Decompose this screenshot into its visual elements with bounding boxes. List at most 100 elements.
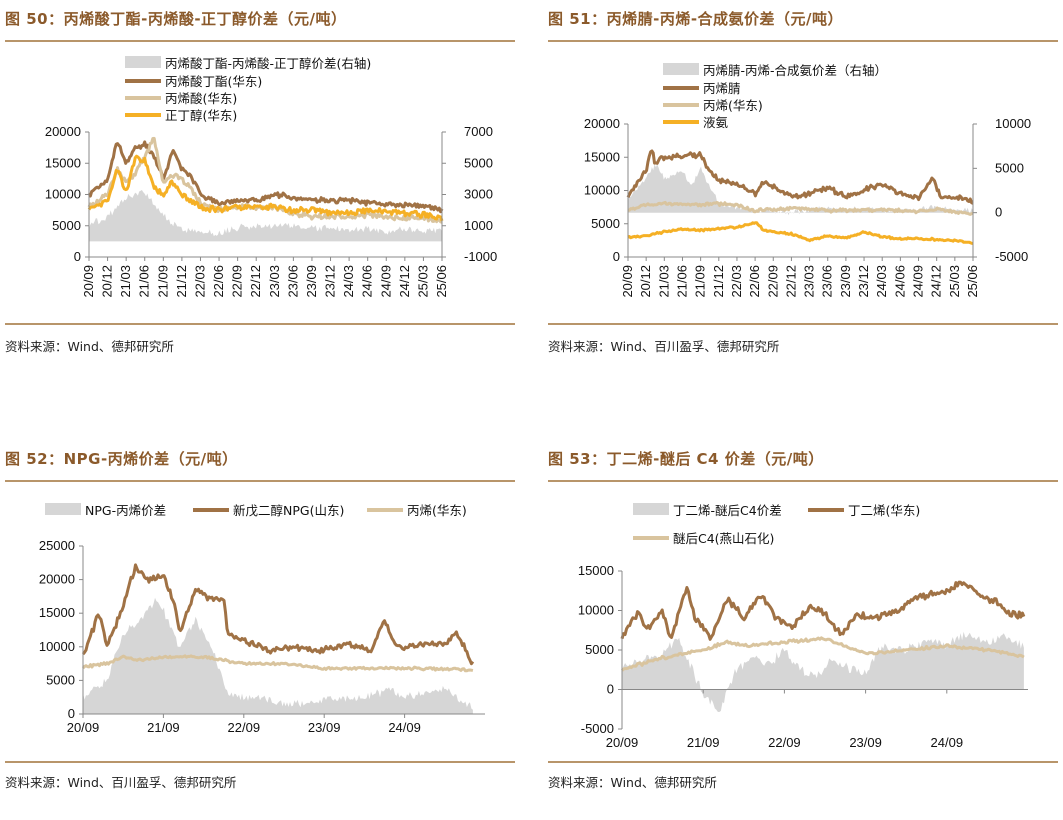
series-line	[81, 654, 474, 673]
x-tick-label: 20/09	[606, 735, 639, 750]
x-tick-label: 23/12	[856, 265, 871, 298]
x-tick-label: 22/09	[230, 265, 245, 298]
y-tick-label: 5000	[585, 642, 614, 657]
series-line	[626, 149, 974, 205]
y-tick-label: 10000	[39, 639, 75, 654]
panel-fig52: 图 52：NPG-丙烯价差（元/吨） 0 5000 10000 15000 20000 2…	[5, 440, 515, 820]
y-tick-label: 5000	[46, 672, 75, 687]
x-tick-label: 20/09	[81, 265, 96, 298]
x-tick-label: 21/03	[118, 265, 133, 298]
divider	[548, 40, 1058, 42]
x-tick-label: 21/12	[711, 265, 726, 298]
y-tick-label: 10000	[584, 183, 620, 198]
y-right-tick-label: 0	[995, 205, 1002, 220]
x-tick-label: 24/03	[874, 265, 889, 298]
x-tick-label: 22/12	[248, 265, 263, 298]
figure-title: 图 52：NPG-丙烯价差（元/吨）	[5, 450, 238, 468]
x-tick-label: 22/09	[765, 265, 780, 298]
series-line	[620, 636, 1025, 672]
figure-title: 图 50：丙烯酸丁酯-丙烯酸-正丁醇价差（元/吨）	[5, 10, 347, 28]
y-right-tick-label: 7000	[464, 124, 493, 139]
figure-title: 图 53：丁二烯-醚后 C4 价差（元/吨）	[548, 450, 824, 468]
source-note: 资料来源：Wind、百川盈孚、德邦研究所	[5, 775, 237, 790]
chart-fig51: 0 5000 10000 15000 20000 -5000 0 5000 10000 20/09…	[584, 63, 1031, 298]
divider	[5, 761, 515, 763]
series-line	[81, 563, 475, 666]
x-tick-label: 21/12	[174, 265, 189, 298]
divider	[5, 480, 515, 482]
y-right-tick-label: 5000	[995, 160, 1024, 175]
x-tick-label: 24/03	[341, 265, 356, 298]
y-tick-label: 5000	[52, 218, 81, 233]
series-line	[87, 140, 444, 214]
y-right-tick-label: -5000	[995, 249, 1028, 264]
x-tick-label: 23/03	[267, 265, 282, 298]
source-note: 资料来源：Wind、德邦研究所	[548, 775, 717, 790]
y-tick-label: 15000	[39, 605, 75, 620]
x-tick-label: 20/12	[100, 265, 115, 298]
legend-label: 丙烯(华东)	[407, 503, 467, 518]
y-tick-label: 5000	[591, 216, 620, 231]
y-right-tick-label: 3000	[464, 187, 493, 202]
x-tick-label: 23/09	[849, 735, 882, 750]
x-tick-label: 24/09	[388, 720, 421, 735]
x-tick-label: 20/12	[638, 265, 653, 298]
figure-title: 图 51：丙烯腈-丙烯-合成氨价差（元/吨）	[548, 10, 844, 28]
y-tick-label: 0	[607, 682, 614, 697]
x-tick-label: 22/09	[768, 735, 801, 750]
legend-label: 新戊二醇NPG(山东)	[233, 503, 344, 518]
x-tick-label: 22/09	[228, 720, 261, 735]
y-tick-label: 20000	[39, 572, 75, 587]
x-tick-label: 20/09	[67, 720, 100, 735]
divider	[548, 761, 1058, 763]
chart-fig52: 0 5000 10000 15000 20000 25000 20/09 21/09 22/09…	[39, 503, 485, 735]
series-area	[83, 597, 473, 714]
panel-fig50: 图 50：丙烯酸丁酯-丙烯酸-正丁醇价差（元/吨） 0 5000 10000 1500…	[5, 0, 515, 380]
y-right-tick-label: 1000	[464, 218, 493, 233]
x-tick-label: 24/09	[931, 735, 964, 750]
chart-fig53: -5000 0 5000 10000 15000 20/09 21/09 22/09 23/09…	[578, 503, 1028, 750]
panel-fig53: 图 53：丁二烯-醚后 C4 价差（元/吨） -5000 0 5000 10000 15…	[548, 440, 1058, 820]
legend-label: 丁二烯(华东)	[848, 503, 920, 518]
legend-label: NPG-丙烯价差	[85, 503, 166, 518]
divider	[5, 323, 515, 325]
chart-fig50: 0 5000 10000 15000 20000 -1000 1000 3000 5000 700…	[45, 56, 497, 298]
x-tick-label: 24/06	[892, 265, 907, 298]
y-tick-label: 0	[613, 249, 620, 264]
y-tick-label: -5000	[581, 721, 614, 736]
legend-label: 丁二烯-醚后C4价差	[673, 503, 782, 518]
x-tick-label: 24/09	[378, 265, 393, 298]
x-tick-label: 22/06	[211, 265, 226, 298]
x-tick-label: 23/09	[308, 720, 341, 735]
legend-swatch	[633, 503, 669, 515]
x-tick-label: 24/06	[360, 265, 375, 298]
source-note: 资料来源：Wind、德邦研究所	[5, 339, 174, 354]
x-tick-label: 25/06	[965, 265, 980, 298]
x-tick-label: 24/12	[929, 265, 944, 298]
x-tick-label: 23/09	[304, 265, 319, 298]
y-tick-label: 15000	[45, 155, 81, 170]
y-right-tick-label: 10000	[995, 116, 1031, 131]
legend-label: 丙烯腈	[703, 81, 741, 96]
series-area	[89, 190, 442, 242]
legend-swatch	[125, 56, 161, 68]
x-tick-label: 21/09	[147, 720, 180, 735]
divider	[548, 480, 1058, 482]
y-tick-label: 10000	[45, 187, 81, 202]
x-tick-label: 21/09	[693, 265, 708, 298]
x-tick-label: 23/06	[820, 265, 835, 298]
x-tick-label: 23/09	[838, 265, 853, 298]
x-tick-label: 23/12	[323, 265, 338, 298]
series-line	[627, 200, 974, 216]
legend-swatch	[663, 63, 699, 75]
y-tick-label: 15000	[584, 149, 620, 164]
y-tick-label: 20000	[45, 124, 81, 139]
series-line	[627, 221, 974, 246]
x-tick-label: 21/09	[687, 735, 720, 750]
x-tick-label: 24/12	[397, 265, 412, 298]
x-tick-label: 21/09	[155, 265, 170, 298]
series-line	[87, 154, 444, 222]
source-note: 资料来源：Wind、百川盈孚、德邦研究所	[548, 339, 780, 354]
divider	[5, 40, 515, 42]
legend-label: 醚后C4(燕山石化)	[673, 531, 774, 546]
